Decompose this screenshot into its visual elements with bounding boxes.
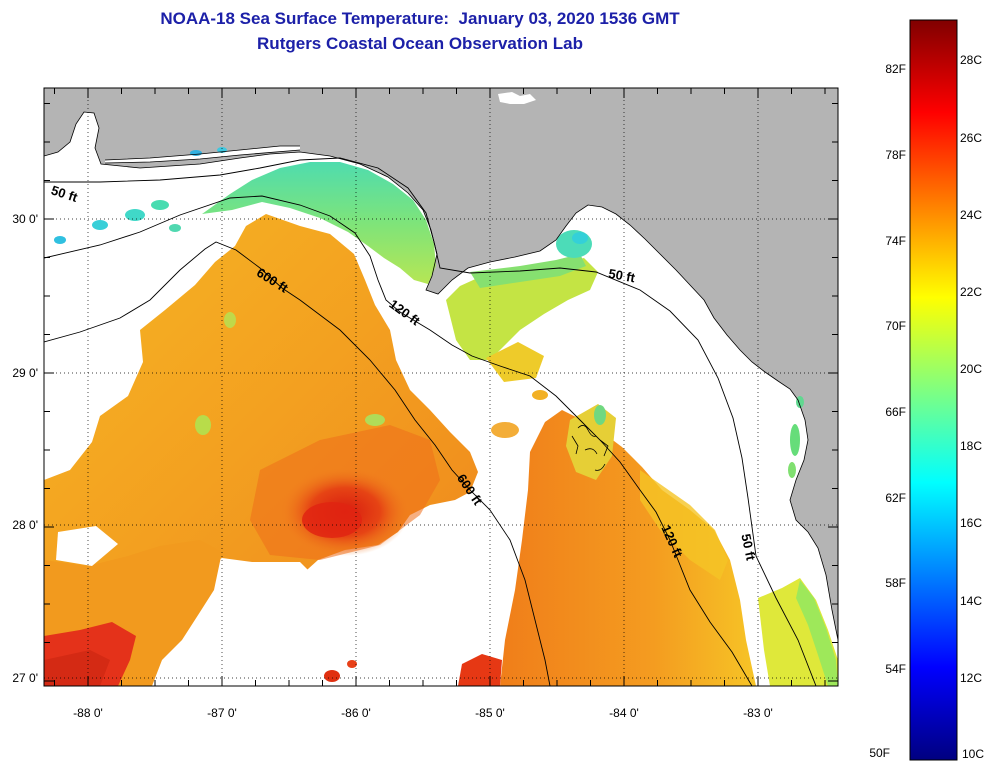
colorbar-label-c: 10C: [962, 747, 984, 761]
lon-label: -87 0': [207, 706, 237, 720]
sst-speck: [532, 390, 548, 400]
colorbar-label-c: 24C: [960, 208, 982, 222]
lat-label: 28 0': [12, 518, 38, 532]
sst-speck: [92, 220, 108, 230]
sst-speck: [151, 200, 169, 210]
lon-label: -83 0': [743, 706, 773, 720]
sst-speck: [125, 209, 145, 221]
sst-speck: [195, 415, 211, 435]
sst-hot-band-core: [44, 650, 110, 686]
sst-speck: [190, 150, 202, 156]
colorbar-fahrenheit-labels: 82F 78F 74F 70F 66F 62F 58F 54F 50F: [869, 62, 906, 760]
colorbar-label-c: 22C: [960, 285, 982, 299]
lat-label: 30 0': [12, 212, 38, 226]
colorbar-celsius-labels: 28C 26C 24C 22C 20C 18C 16C 14C 12C 10C: [960, 53, 984, 761]
temperature-colorbar: [909, 19, 958, 761]
colorbar-label-c: 14C: [960, 594, 982, 608]
sst-cool-band-panhandle: [202, 162, 436, 284]
colorbar-label-f: 58F: [885, 576, 906, 590]
coastline: [44, 111, 838, 641]
colorbar-label-c: 26C: [960, 131, 982, 145]
colorbar-label-c: 16C: [960, 516, 982, 530]
island-shorelines: [571, 425, 609, 471]
colorbar-label-f: 66F: [885, 405, 906, 419]
sst-hot-patch-south: [458, 654, 502, 686]
contour-120ft: [44, 195, 753, 686]
colorbar-label-f: 62F: [885, 491, 906, 505]
sst-speck: [347, 660, 357, 668]
sst-speck: [491, 422, 519, 438]
cloud-patch: [56, 526, 118, 566]
frame-ticks: [44, 88, 838, 686]
lat-label: 27 0': [12, 671, 38, 685]
colorbar-label-c: 12C: [960, 671, 982, 685]
colorbar-label-f: 54F: [885, 662, 906, 676]
contour-50ft: [44, 157, 817, 686]
sst-speck: [790, 424, 800, 456]
graticule: [44, 88, 838, 686]
sst-warm-field-east: [500, 410, 756, 686]
longitude-labels: -88 0' -87 0' -86 0' -85 0' -84 0' -83 0…: [73, 706, 773, 720]
colorbar-label-f: 82F: [885, 62, 906, 76]
sst-speck: [224, 312, 236, 328]
colorbar-label-c: 20C: [960, 362, 982, 376]
sst-mild-patch: [486, 342, 544, 382]
sst-cool-coastal-strip: [796, 580, 838, 686]
sst-speck: [324, 670, 340, 682]
latitude-labels: 30 0' 29 0' 28 0' 27 0': [12, 212, 38, 685]
inland-bay: [105, 146, 300, 163]
colorbar-label-f: 74F: [885, 234, 906, 248]
lon-label: -88 0': [73, 706, 103, 720]
colorbar-label-c: 28C: [960, 53, 982, 67]
sst-cool-coastal-southeast: [758, 578, 838, 686]
cloud-patch: [228, 562, 328, 656]
sst-cool-strip-big-bend: [470, 254, 586, 288]
contour-label-50ft: 50 ft: [607, 266, 637, 286]
map-frame: [43, 87, 839, 687]
colorbar-label-f: 70F: [885, 319, 906, 333]
lon-label: -85 0': [475, 706, 505, 720]
lon-label: -86 0': [341, 706, 371, 720]
colorbar-label-f: 50F: [869, 746, 890, 760]
colorbar-label-c: 18C: [960, 439, 982, 453]
cloud-over-land: [498, 92, 536, 104]
contour-label-50ft: 50 ft: [738, 532, 758, 562]
lat-label: 29 0': [12, 366, 38, 380]
contour-600ft: [44, 241, 551, 686]
sst-speck: [365, 414, 385, 426]
colorbar-label-f: 78F: [885, 148, 906, 162]
sst-hotspot-core: [302, 502, 362, 538]
sst-cool-patch-core: [572, 232, 588, 244]
title-line-1: NOAA-18 Sea Surface Temperature: January…: [160, 9, 680, 28]
sst-speck: [169, 224, 181, 232]
sst-speck: [796, 396, 804, 408]
lon-label: -84 0': [609, 706, 639, 720]
sst-speck: [594, 405, 606, 425]
sst-speck: [54, 236, 66, 244]
sst-speck: [788, 462, 796, 478]
map-area: [44, 88, 838, 686]
bay-shoreline: [104, 145, 301, 164]
title-line-2: Rutgers Coastal Ocean Observation Lab: [257, 34, 583, 53]
